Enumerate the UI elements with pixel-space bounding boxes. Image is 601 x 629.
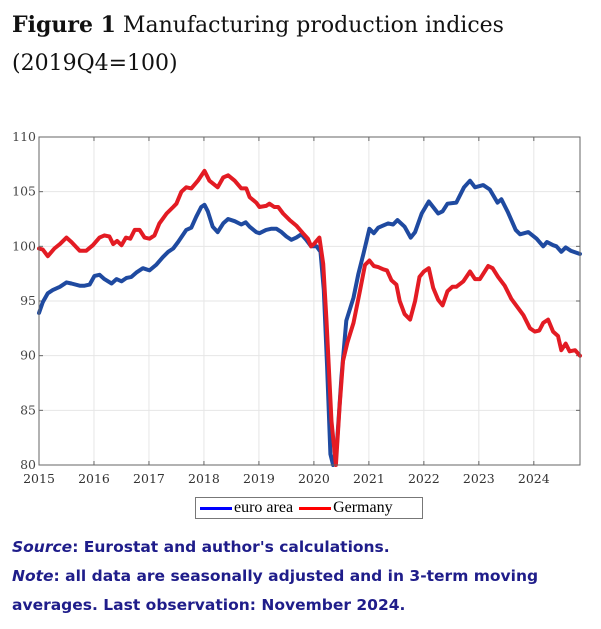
source-label: Source [12,538,73,556]
series-line-germany [37,168,582,467]
figure-notes: Source: Eurostat and author's calculatio… [12,533,597,620]
x-tick-label: 2023 [463,471,495,486]
y-tick-label: 100 [12,238,36,253]
x-tick-label: 2017 [133,471,165,486]
y-tick-label: 80 [20,457,36,472]
axis-ticks: 80 85 90 95 100 105 110 2015 2016 2017 2018 2019 202… [12,129,580,486]
source-text: : Eurostat and author's calculations. [72,538,390,556]
x-tick-label: 2020 [298,471,330,486]
x-tick-label: 2022 [408,471,440,486]
x-tick-label: 2015 [23,471,55,486]
x-tick-label: 2024 [518,471,550,486]
note-line: Note: all data are seasonally adjusted a… [12,562,597,620]
legend-item-euro-area: euro area [200,499,293,517]
legend-item-germany: Germany [299,499,393,517]
legend-swatch-euro-area [200,506,232,510]
x-tick-label: 2018 [188,471,220,486]
x-tick-label: 2021 [353,471,385,486]
plot-frame [38,136,581,466]
note-text: : all data are seasonally adjusted and i… [12,567,539,614]
series-lines [37,168,582,467]
figure-subtitle: (2019Q4=100) [12,51,178,76]
legend-swatch-germany [299,506,332,510]
y-tick-label: 105 [12,184,36,199]
line-chart: 80 85 90 95 100 105 110 2015 2016 2017 2018 2019 202… [12,129,582,486]
legend: euro area Germany [195,497,423,519]
y-tick-label: 110 [12,129,36,144]
source-line: Source: Eurostat and author's calculatio… [12,533,597,562]
y-tick-label: 90 [20,348,36,363]
note-label: Note [12,567,54,585]
figure-label: Figure 1 [12,12,116,38]
figure-title: Figure 1 Manufacturing production indice… [12,6,592,83]
legend-label: Germany [333,499,393,516]
y-tick-label: 95 [20,293,36,308]
x-tick-label: 2019 [243,471,275,486]
x-tick-label: 2016 [78,471,110,486]
legend-label: euro area [234,499,294,516]
series-line-euro-area [37,178,582,467]
figure-title-text: Manufacturing production indices [122,13,504,38]
y-tick-label: 85 [20,402,36,417]
grid [38,136,580,466]
